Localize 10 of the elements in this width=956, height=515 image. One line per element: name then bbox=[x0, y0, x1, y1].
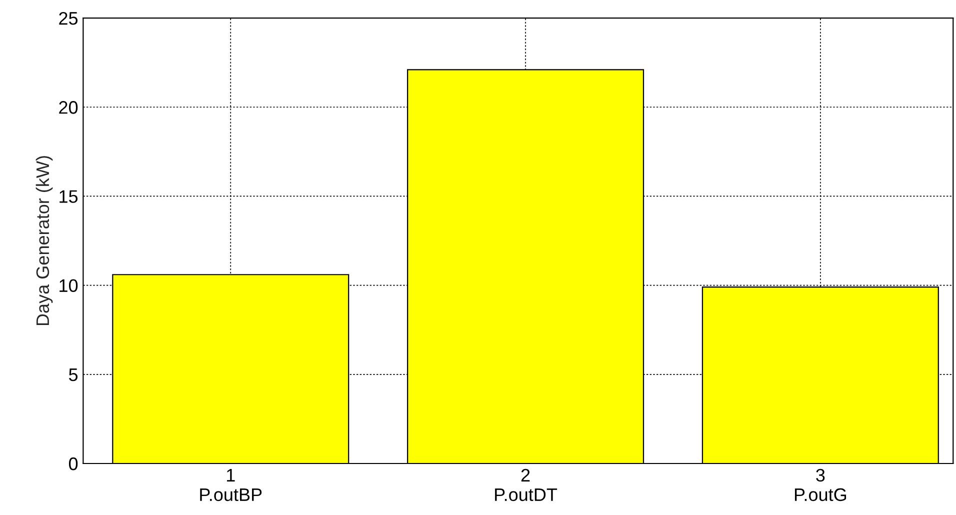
x-tick-label: 2 P.outDT bbox=[495, 468, 558, 502]
y-tick-label: 5 bbox=[68, 368, 78, 382]
x-tick-label: 1 P.outBP bbox=[200, 469, 262, 502]
y-tick-label: 0 bbox=[68, 457, 78, 470]
y-tick-label: 10 bbox=[60, 279, 78, 292]
y-axis-title: Daya Generator (kW) bbox=[36, 156, 53, 326]
x-tick-label: 3 P.outG bbox=[794, 468, 846, 502]
y-tick-label: 25 bbox=[59, 12, 78, 25]
y-tick-label: 20 bbox=[59, 101, 78, 114]
y-tick-label: 15 bbox=[60, 190, 78, 203]
